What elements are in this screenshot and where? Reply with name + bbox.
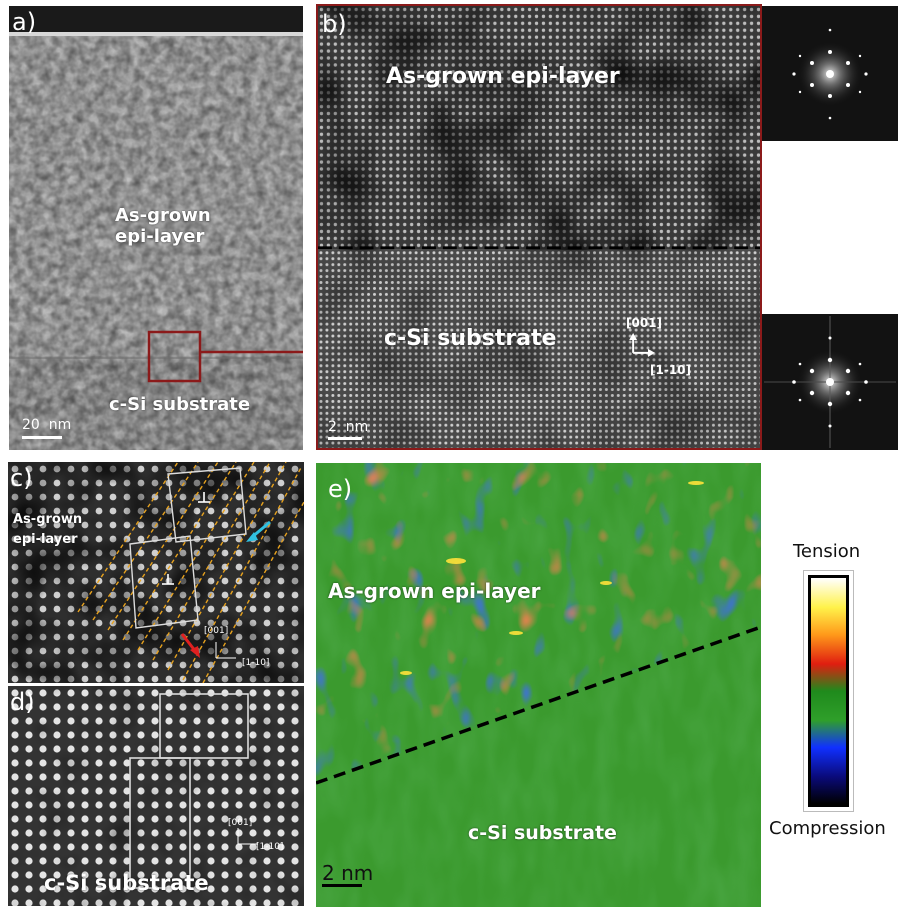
zoom-region-box [147, 330, 202, 383]
epi-layer-label: As-grown epi-layer [328, 579, 541, 603]
substrate-label: c-Si substrate [384, 326, 557, 351]
panel-c-label: c) [10, 464, 33, 492]
orientation-arrows-d [237, 828, 258, 845]
epi-layer-label: As-grown epi-layer [115, 205, 211, 247]
scale-bar [328, 437, 362, 440]
epi-layer-label: As-grown epi-layer [13, 512, 83, 548]
substrate-label: c-Si substrate [468, 822, 617, 844]
fft-pattern-top [762, 6, 898, 141]
scale-bar-text: 2 nm [328, 419, 369, 435]
lattice-fringe-lines [77, 462, 304, 683]
substrate-label: c-Si substrate [109, 394, 251, 415]
colorbar-tension-label: Tension [793, 541, 861, 562]
scale-bar-text: 20 nm [22, 417, 72, 433]
panel-b-label: b) [322, 10, 347, 38]
colorbar-compression-label: Compression [769, 818, 886, 839]
interface-dashed-line [316, 625, 761, 785]
axis-1-10-label: [1-10] [650, 363, 691, 377]
panel-e-label: e) [328, 475, 353, 503]
panel-a-tem-image: a) As-grown epi-layer c-Si substrate 20 … [9, 6, 303, 450]
colorbar-gradient [808, 575, 849, 807]
panel-d-label: d) [10, 688, 35, 716]
colorbar-frame [803, 570, 854, 812]
panel-c-hrtem-image: c) As-grown epi-layer [001] [1-10] [8, 462, 304, 683]
substrate-label: c-Si substrate [44, 871, 209, 895]
fft-pattern-bottom [762, 314, 898, 450]
orientation-arrows-c [215, 642, 236, 659]
scale-bar [22, 436, 62, 439]
panel-b-hrtem-image: b) As-grown epi-layer c-Si substrate [00… [316, 4, 762, 450]
axis-001-label: [001] [626, 316, 663, 330]
reference-boxes [129, 693, 249, 889]
panel-a-label: a) [12, 8, 37, 36]
axis-001-label: [001] [228, 818, 253, 828]
epi-layer-label: As-grown epi-layer [386, 64, 620, 89]
axis-1-10-label: [1-10] [242, 658, 270, 668]
burgers-circuits [129, 467, 247, 629]
axis-001-label: [001] [204, 626, 229, 636]
scale-bar [322, 884, 362, 887]
axis-1-10-label: [1-10] [256, 842, 284, 852]
scale-bar-text: 2 nm [322, 861, 374, 885]
panel-e-strain-map: e) As-grown epi-layer c-Si substrate 2 n… [316, 463, 761, 907]
orientation-arrows [629, 333, 655, 357]
panel-d-hrtem-image: d) [001] [1-10] c-Si substrate [8, 686, 304, 906]
